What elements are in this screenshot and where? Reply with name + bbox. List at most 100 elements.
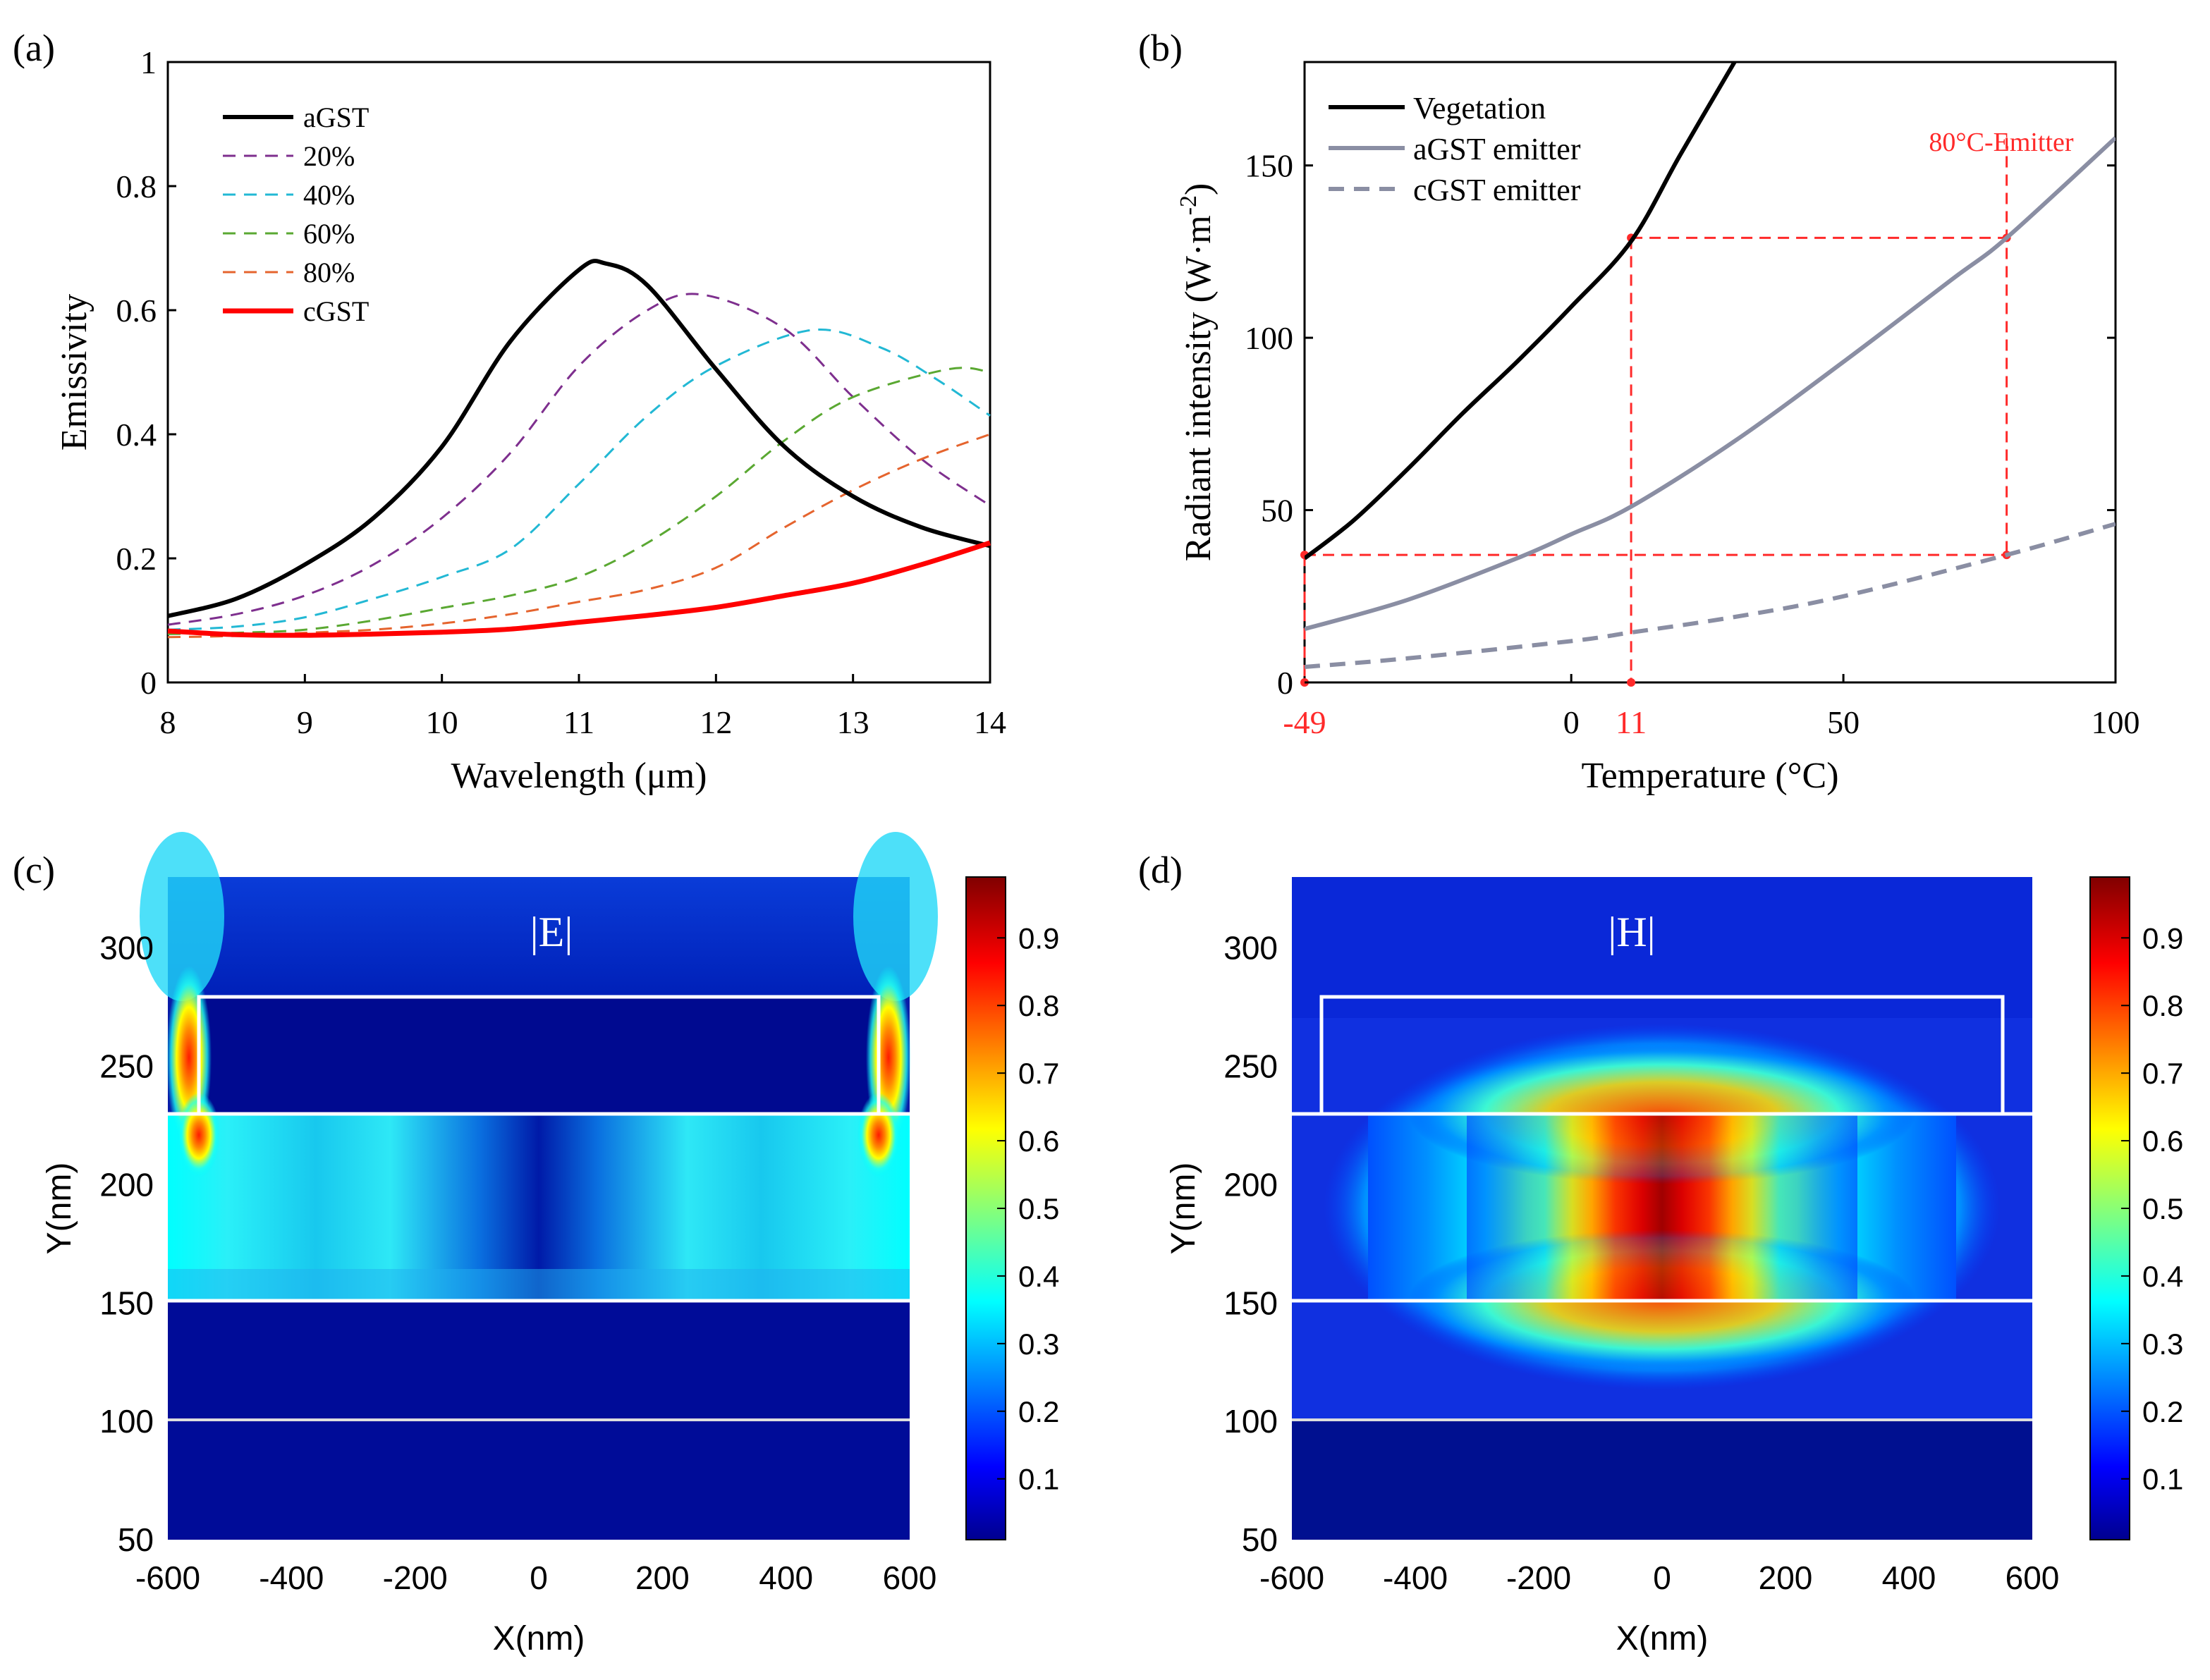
heatmap-x-tick-label: 400 bbox=[1882, 1559, 1936, 1596]
colorbar-tick-label: 0.4 bbox=[2142, 1260, 2183, 1293]
panel-a-series-line-40pct bbox=[167, 328, 991, 631]
panel-b-x-tick-label: 100 bbox=[2092, 704, 2140, 740]
panel-c-x-axis-label: X(nm) bbox=[493, 1620, 585, 1657]
colorbar-tick-label: 0.3 bbox=[2142, 1328, 2183, 1361]
panel-a-y-tick-label: 0.2 bbox=[116, 541, 157, 577]
panel-a-x-tick-label: 13 bbox=[837, 704, 869, 740]
colorbar-tick-label: 0.7 bbox=[2142, 1057, 2183, 1090]
panel-b-x-highlight-tick-label: 11 bbox=[1616, 704, 1647, 740]
panel-a-x-tick-label: 8 bbox=[160, 704, 176, 740]
panel-b-y-axis-label: Radiant intensity (W·m-2) bbox=[1176, 183, 1219, 562]
panel-c-ticks: -600 -400 -200 0 200 400 600 50 100 150 200 250 300 bbox=[99, 930, 936, 1596]
heatmap-x-tick-label: 600 bbox=[883, 1559, 937, 1596]
heatmap-x-tick-label: 0 bbox=[1653, 1559, 1671, 1596]
heatmap-x-tick-label: 600 bbox=[2006, 1559, 2060, 1596]
heatmap-x-tick-label: -200 bbox=[383, 1559, 448, 1596]
heatmap-y-tick-label: 150 bbox=[99, 1284, 154, 1321]
panel-d: (d) |H| -600 -400 -200 0 200 400 600 50 100 150 20… bbox=[1138, 849, 2183, 1657]
panel-b-legend-label: cGST emitter bbox=[1413, 173, 1581, 207]
panel-a-x-tick-label: 11 bbox=[563, 704, 594, 740]
panel-b-annotation: 80°C-Emitter bbox=[1929, 128, 2074, 157]
panel-a-series-line-agst bbox=[167, 259, 991, 618]
panel-b-y-label-main: Radiant intensity (W·m bbox=[1178, 215, 1219, 561]
panel-a-y-axis-label: Emissivity bbox=[54, 294, 94, 450]
heatmap-y-tick-label: 150 bbox=[1223, 1284, 1278, 1321]
panel-a-series-line-60pct bbox=[167, 367, 991, 635]
panel-d-heatmap bbox=[1292, 877, 2032, 1540]
colorbar-tick-label: 0.8 bbox=[2142, 989, 2183, 1022]
panel-b-series bbox=[1305, 62, 2116, 669]
colorbar-tick-label: 0.8 bbox=[1018, 989, 1059, 1022]
panel-c-colorbar-ticks: 0.1 0.2 0.3 0.4 0.5 0.6 0.7 0.8 0.9 bbox=[997, 921, 1059, 1496]
panel-b-y-label-exp: -2 bbox=[1176, 195, 1202, 215]
panel-b-guide-point bbox=[1627, 678, 1636, 687]
heatmap-x-tick-label: 200 bbox=[1759, 1559, 1813, 1596]
panel-b: (b) 0 50 100 -49 11 0 50 100 150 Vegetation aGST … bbox=[1138, 27, 2140, 796]
heatmap-y-tick-label: 250 bbox=[99, 1048, 154, 1085]
colorbar-tick-label: 0.1 bbox=[1018, 1463, 1059, 1496]
panel-a-y-tick-label: 0.6 bbox=[116, 293, 157, 329]
panel-b-y-tick-label: 100 bbox=[1245, 320, 1293, 356]
heatmap-y-tick-label: 200 bbox=[1223, 1166, 1278, 1203]
panel-b-series-line-1 bbox=[1305, 136, 2116, 632]
colorbar-tick-label: 0.2 bbox=[1018, 1395, 1059, 1428]
panel-a-x-tick-label: 12 bbox=[700, 704, 732, 740]
panel-a-legend-label: 80% bbox=[303, 257, 355, 288]
colorbar-tick-label: 0.5 bbox=[1018, 1192, 1059, 1225]
panel-a-x-tick-label: 10 bbox=[426, 704, 458, 740]
heatmap-x-tick-label: 200 bbox=[635, 1559, 690, 1596]
panel-b-y-tick-label: 150 bbox=[1245, 148, 1293, 184]
panel-a-label: (a) bbox=[13, 27, 55, 69]
panel-b-legend-label: aGST emitter bbox=[1413, 132, 1581, 166]
heatmap-y-tick-label: 50 bbox=[118, 1521, 154, 1558]
panel-a-series-line-20pct bbox=[167, 293, 991, 626]
panel-b-axes-box bbox=[1303, 61, 2117, 684]
panel-b-x-tick-label: 50 bbox=[1827, 704, 1860, 740]
heatmap-y-tick-label: 200 bbox=[99, 1166, 154, 1203]
colorbar-tick-label: 0.5 bbox=[2142, 1192, 2183, 1225]
panel-a-legend-label: 40% bbox=[303, 179, 355, 211]
panel-b-label: (b) bbox=[1138, 27, 1183, 69]
heatmap-y-tick-label: 50 bbox=[1242, 1521, 1278, 1558]
colorbar-tick-label: 0.6 bbox=[1018, 1124, 1059, 1158]
panel-a-y-tick-label: 1 bbox=[140, 44, 157, 80]
colorbar-tick-label: 0.7 bbox=[1018, 1057, 1059, 1090]
panel-a-legend-label: 20% bbox=[303, 140, 355, 172]
panel-b-y-label-end: ) bbox=[1178, 183, 1219, 195]
panel-b-y-tick-label: 0 bbox=[1277, 665, 1293, 701]
heatmap-y-tick-label: 300 bbox=[1223, 930, 1278, 967]
panel-a-x-tick-label: 14 bbox=[974, 704, 1006, 740]
panel-d-ticks: -600 -400 -200 0 200 400 600 50 100 150 200 250 300 bbox=[1223, 930, 2059, 1596]
heatmap-y-tick-label: 300 bbox=[99, 930, 154, 967]
colorbar-tick-label: 0.6 bbox=[2142, 1124, 2183, 1158]
panel-b-legend: Vegetation aGST emitter cGST emitter bbox=[1329, 91, 1581, 207]
panel-b-x-tick-label: 0 bbox=[1563, 704, 1580, 740]
colorbar-tick-label: 0.3 bbox=[1018, 1328, 1059, 1361]
colorbar-tick-label: 0.2 bbox=[2142, 1395, 2183, 1428]
panel-a-x-tick-label: 9 bbox=[297, 704, 313, 740]
heatmap-x-tick-label: -400 bbox=[259, 1559, 324, 1596]
heatmap-y-tick-label: 100 bbox=[99, 1403, 154, 1440]
panel-a-y-tick-label: 0 bbox=[140, 665, 157, 701]
heatmap-x-tick-label: -400 bbox=[1383, 1559, 1448, 1596]
panel-a: (a) 8 9 10 11 12 13 14 0 0.2 0.4 0.6 0.8 1 aGST 20% 40… bbox=[13, 27, 1006, 796]
colorbar-tick-label: 0.1 bbox=[2142, 1463, 2183, 1496]
panel-a-y-tick-label: 0.8 bbox=[116, 168, 157, 204]
panel-b-guide-lines bbox=[1300, 137, 2011, 687]
heatmap-x-tick-label: 0 bbox=[530, 1559, 548, 1596]
panel-a-legend: aGST 20% 40% 60% 80% cGST bbox=[223, 102, 369, 327]
heatmap-y-tick-label: 100 bbox=[1223, 1403, 1278, 1440]
panel-b-x-axis-label: Temperature (°C) bbox=[1581, 756, 1838, 796]
panel-a-series bbox=[167, 259, 991, 639]
heatmap-x-tick-label: 400 bbox=[759, 1559, 813, 1596]
panel-a-x-axis-label: Wavelength (μm) bbox=[451, 756, 707, 796]
panel-d-label: (d) bbox=[1138, 849, 1183, 891]
colorbar-tick-label: 0.9 bbox=[1018, 921, 1059, 955]
heatmap-x-tick-label: -200 bbox=[1506, 1559, 1571, 1596]
panel-b-series-line-0 bbox=[1305, 62, 1737, 560]
heatmap-x-tick-label: -600 bbox=[1259, 1559, 1324, 1596]
panel-a-series-line-cgst bbox=[167, 540, 991, 638]
colorbar-tick-label: 0.4 bbox=[1018, 1260, 1059, 1293]
panel-a-y-tick-label: 0.4 bbox=[116, 417, 157, 453]
